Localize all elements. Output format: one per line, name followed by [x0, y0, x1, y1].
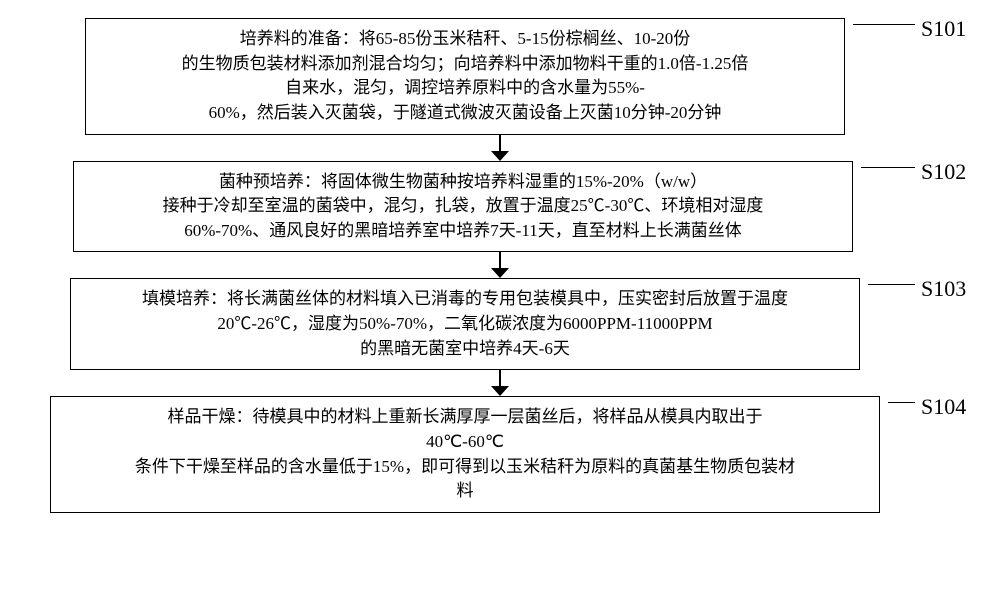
label-leader — [853, 24, 915, 25]
step-box-s104: 样品干燥：待模具中的材料上重新长满厚厚一层菌丝后，将样品从模具内取出于 40℃-… — [50, 396, 880, 513]
label-leader — [868, 284, 915, 285]
label-leader — [888, 402, 915, 403]
flow-arrow — [15, 370, 985, 396]
step-box-s101: 培养料的准备：将65-85份玉米秸秆、5-15份棕榈丝、10-20份 的生物质包… — [85, 18, 845, 135]
flowchart-container: 培养料的准备：将65-85份玉米秸秆、5-15份棕榈丝、10-20份 的生物质包… — [15, 18, 985, 513]
step-label-s103: S103 — [921, 276, 966, 302]
flow-arrow — [15, 135, 985, 161]
label-leader — [861, 167, 915, 168]
flow-step-row: 菌种预培养：将固体微生物菌种按培养料湿重的15%-20%（w/w） 接种于冷却至… — [15, 161, 985, 253]
flow-step-row: 样品干燥：待模具中的材料上重新长满厚厚一层菌丝后，将样品从模具内取出于 40℃-… — [15, 396, 985, 513]
step-label-s101: S101 — [921, 16, 966, 42]
flow-arrow — [15, 252, 985, 278]
flow-step-row: 培养料的准备：将65-85份玉米秸秆、5-15份棕榈丝、10-20份 的生物质包… — [15, 18, 985, 135]
step-box-s102: 菌种预培养：将固体微生物菌种按培养料湿重的15%-20%（w/w） 接种于冷却至… — [73, 161, 853, 253]
step-label-s104: S104 — [921, 394, 966, 420]
step-box-s103: 填模培养：将长满菌丝体的材料填入已消毒的专用包装模具中，压实密封后放置于温度 2… — [70, 278, 860, 370]
step-label-s102: S102 — [921, 159, 966, 185]
flow-step-row: 填模培养：将长满菌丝体的材料填入已消毒的专用包装模具中，压实密封后放置于温度 2… — [15, 278, 985, 370]
